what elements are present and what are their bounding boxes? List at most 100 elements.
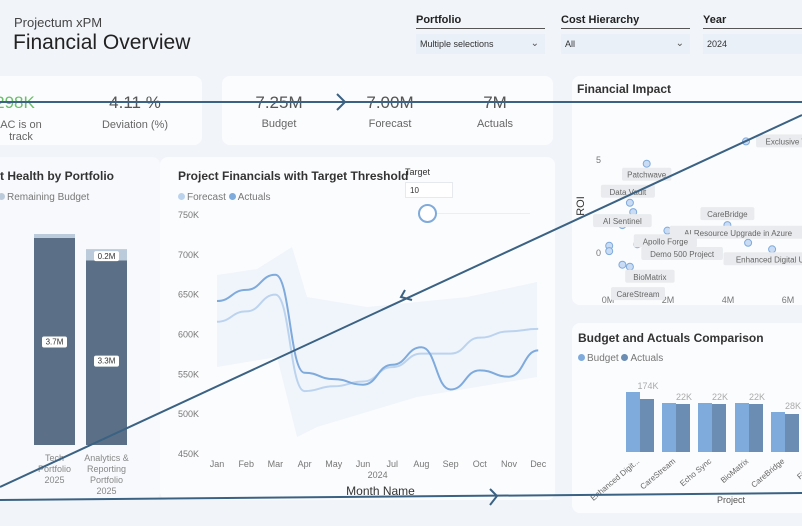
- y-tick-label: 600K: [178, 330, 199, 340]
- scatter-point: [742, 137, 750, 146]
- slicer-label: Portfolio: [416, 14, 545, 29]
- x-tick-label: Aug: [413, 459, 429, 469]
- x-tick-label: May: [325, 459, 343, 469]
- bar-budget: [626, 392, 640, 452]
- category-label: Portfolio: [90, 475, 123, 485]
- x-tick-label: Jul: [386, 459, 398, 469]
- x-tick-label: 4M: [722, 295, 735, 305]
- kpi-card-totals: 7.25M Budget 7.00M Forecast 7M Actuals: [222, 76, 553, 145]
- x-tick-label: Feb: [238, 459, 254, 469]
- x-tick-label: Nov: [501, 459, 518, 469]
- dropdown-value: Multiple selections: [420, 39, 494, 49]
- data-label: 28K: [785, 401, 801, 411]
- portfolio-dropdown[interactable]: Multiple selections ⌄: [416, 34, 545, 54]
- spent-bar: [86, 260, 127, 445]
- category-label: Tech: [45, 453, 64, 463]
- bar-actuals: [749, 404, 763, 452]
- data-label: 3.3M: [98, 357, 116, 366]
- bar-budget: [662, 403, 676, 452]
- bar-actuals: [785, 414, 799, 452]
- y-tick-label: 650K: [178, 290, 199, 300]
- data-label: 22K: [712, 392, 728, 402]
- app-name: Projectum xPM: [14, 15, 103, 30]
- category-label: 2025: [96, 486, 116, 496]
- point-label: CareBridge: [707, 210, 748, 219]
- point-label: AI Resource Upgrade in Azure: [684, 229, 793, 238]
- scatter-point: [744, 238, 753, 247]
- y-tick-label: 550K: [178, 369, 199, 379]
- slicer-label: Cost Hierarchy: [561, 14, 690, 29]
- x-sublabel: 2024: [368, 470, 388, 480]
- scatter-point: [625, 262, 634, 271]
- x-tick-label: Dec: [530, 459, 547, 469]
- data-label: 174K: [637, 381, 658, 391]
- budget-label: Budget: [261, 118, 297, 130]
- chevron-down-icon: ⌄: [530, 38, 539, 49]
- year-slicer[interactable]: Year 2024: [703, 14, 802, 54]
- cost-hierarchy-dropdown[interactable]: All ⌄: [561, 34, 690, 54]
- y-tick-label: 450K: [178, 449, 199, 459]
- bar-budget: [735, 403, 749, 452]
- y-axis-title: ROI: [575, 196, 587, 216]
- data-label: 0.2M: [98, 252, 116, 261]
- year-dropdown[interactable]: 2024: [703, 34, 802, 54]
- forecast-label: Forecast: [368, 118, 412, 130]
- category-label: Reporting: [87, 464, 126, 474]
- dropdown-value: All: [565, 39, 576, 49]
- category-label: Portfolio: [38, 464, 71, 474]
- slicer-label: Year: [703, 14, 802, 29]
- x-tick-label: BioMatrix: [719, 457, 750, 485]
- point-label: BioMatrix: [633, 273, 666, 282]
- financials-chart: 750K 700K 650K 600K 550K 500K 450K Jan Feb Mar Apr…: [178, 210, 547, 498]
- y-tick-label: 0: [596, 248, 601, 258]
- point-label: Data Vault: [610, 188, 648, 197]
- category-label: 2025: [44, 475, 64, 485]
- bar-budget: [771, 412, 785, 452]
- bar-actuals: [640, 399, 654, 452]
- scatter-point: [625, 198, 634, 207]
- point-label: Exclusive VIP: [766, 137, 802, 146]
- point-label: Patchwave: [627, 171, 667, 180]
- y-tick-label: 5: [596, 155, 601, 165]
- point-label: Enhanced Digital Upgra: [736, 255, 802, 264]
- point-label: AI Sentinel: [603, 217, 642, 226]
- scatter-point: [768, 245, 777, 254]
- bar-budget: [698, 403, 712, 452]
- x-tick-label: Echo Sync: [678, 457, 713, 488]
- bar-actuals: [712, 404, 726, 452]
- point-label: CareStream: [616, 290, 659, 299]
- cost-hierarchy-slicer[interactable]: Cost Hierarchy All ⌄: [561, 14, 690, 54]
- remaining-bar: [34, 234, 75, 238]
- scatter-point: [618, 260, 627, 269]
- y-tick-label: 700K: [178, 250, 199, 260]
- data-label: 3.7M: [46, 337, 64, 346]
- confidence-band: [217, 247, 537, 437]
- portfolio-slicer[interactable]: Portfolio Multiple selections ⌄: [416, 14, 545, 54]
- x-tick-label: Sep: [443, 459, 459, 469]
- x-axis-title: Month Name: [346, 484, 415, 498]
- category-label: Analytics &: [84, 453, 129, 463]
- dropdown-value: 2024: [707, 39, 728, 49]
- x-tick-label: Firewall: [795, 456, 802, 481]
- x-tick-label: Mar: [268, 459, 284, 469]
- x-tick-label: CareBridge: [749, 456, 786, 489]
- x-tick-label: Jan: [210, 459, 225, 469]
- chart-title: Financial Impact: [577, 82, 672, 96]
- x-tick-label: 6M: [782, 295, 795, 305]
- actuals-value: 7M: [483, 93, 507, 112]
- comparison-chart: 174K Enhanced Digit... 22K CareStream 22K Ech…: [589, 381, 802, 503]
- bar-actuals: [676, 404, 690, 452]
- y-tick-label: 500K: [178, 409, 199, 419]
- x-tick-label: Oct: [473, 459, 488, 469]
- data-label: 22K: [676, 392, 692, 402]
- x-tick-label: Enhanced Digit...: [589, 457, 641, 503]
- point-label: Demo 500 Project: [650, 250, 715, 259]
- data-label: 22K: [749, 392, 765, 402]
- page-title: Financial Overview: [13, 31, 191, 54]
- scatter-point: [605, 247, 614, 256]
- forecast-value: 7.00M: [366, 93, 414, 112]
- budget-value: 7.25M: [255, 93, 303, 112]
- x-tick-label: Apr: [298, 459, 312, 469]
